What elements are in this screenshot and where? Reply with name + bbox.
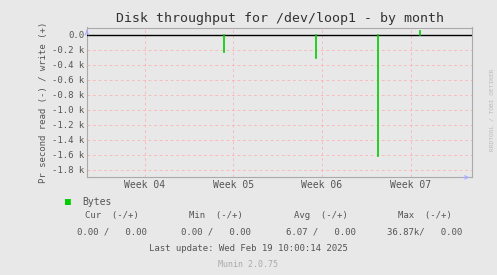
Text: 0.00 /   0.00: 0.00 / 0.00 xyxy=(181,228,251,237)
Text: 6.07 /   0.00: 6.07 / 0.00 xyxy=(286,228,355,237)
Text: Bytes: Bytes xyxy=(82,197,111,207)
Text: Avg  (-/+): Avg (-/+) xyxy=(294,211,347,220)
Y-axis label: Pr second read (-) / write (+): Pr second read (-) / write (+) xyxy=(39,22,48,183)
Text: 36.87k/   0.00: 36.87k/ 0.00 xyxy=(387,228,463,237)
Title: Disk throughput for /dev/loop1 - by month: Disk throughput for /dev/loop1 - by mont… xyxy=(116,12,443,25)
Text: 0.00 /   0.00: 0.00 / 0.00 xyxy=(77,228,147,237)
Text: Min  (-/+): Min (-/+) xyxy=(189,211,243,220)
Text: Last update: Wed Feb 19 10:00:14 2025: Last update: Wed Feb 19 10:00:14 2025 xyxy=(149,244,348,253)
Text: ■: ■ xyxy=(65,197,71,207)
Text: Munin 2.0.75: Munin 2.0.75 xyxy=(219,260,278,269)
Text: Cur  (-/+): Cur (-/+) xyxy=(85,211,139,220)
Text: Max  (-/+): Max (-/+) xyxy=(398,211,452,220)
Text: RRDTOOL / TOBI OETIKER: RRDTOOL / TOBI OETIKER xyxy=(490,69,495,151)
